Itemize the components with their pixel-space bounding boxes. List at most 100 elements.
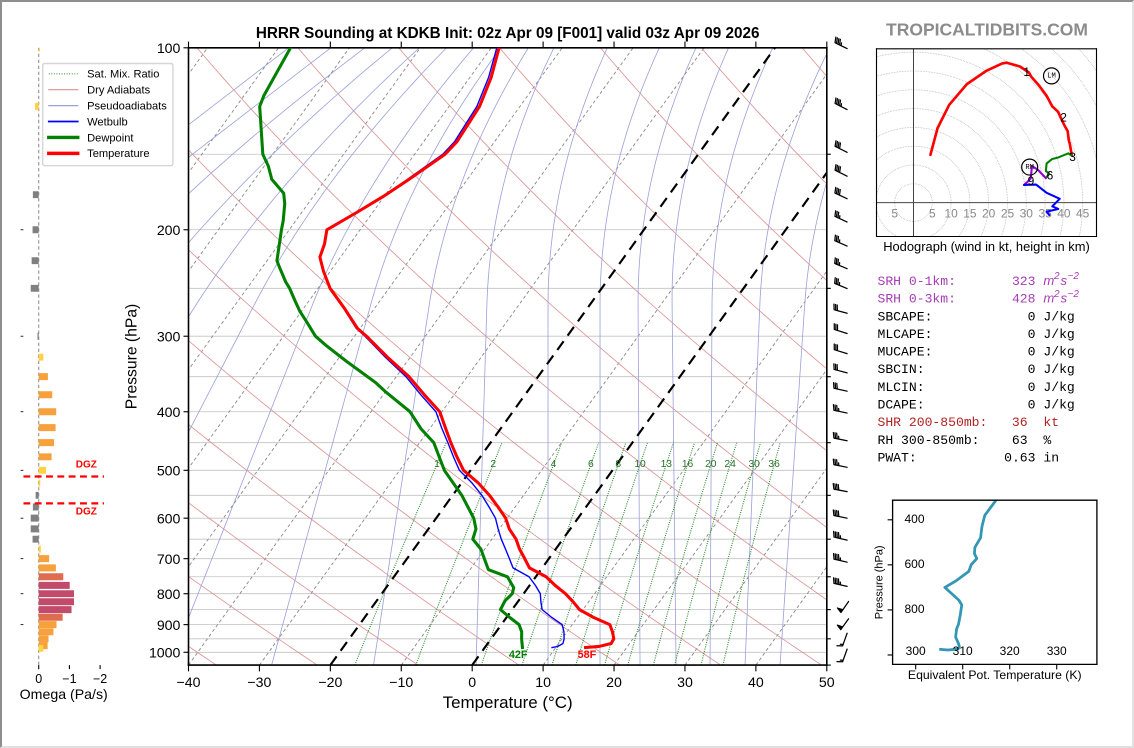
svg-text:323: 323 (1012, 274, 1036, 289)
svg-text:20: 20 (705, 459, 717, 470)
svg-text:600: 600 (157, 511, 181, 527)
svg-text:4: 4 (551, 459, 557, 470)
svg-text:Equivalent Pot. Temperature (K: Equivalent Pot. Temperature (K) (908, 668, 1082, 682)
svg-text:700: 700 (157, 552, 181, 568)
svg-text:SRH 0-1km:: SRH 0-1km: (878, 274, 956, 289)
svg-text:300: 300 (157, 329, 181, 345)
svg-text:800: 800 (904, 602, 924, 616)
svg-text:20: 20 (982, 207, 996, 221)
svg-text:36: 36 (768, 459, 780, 470)
svg-text:35: 35 (1038, 207, 1052, 221)
svg-text:m: m (1043, 273, 1054, 288)
svg-text:−2: −2 (1067, 289, 1079, 300)
svg-text:−2: −2 (93, 672, 107, 686)
svg-text:1: 1 (434, 459, 440, 470)
svg-text:−40: −40 (176, 675, 200, 691)
svg-text:m: m (1043, 291, 1054, 306)
svg-text:TROPICALTIDBITS.COM: TROPICALTIDBITS.COM (886, 20, 1088, 40)
svg-text:63: 63 (1012, 433, 1028, 448)
svg-text:310: 310 (953, 644, 973, 658)
svg-text:50: 50 (819, 675, 835, 691)
svg-text:40: 40 (748, 675, 764, 691)
svg-text:Dry Adiabats: Dry Adiabats (87, 85, 150, 97)
svg-text:SBCAPE:: SBCAPE: (878, 309, 933, 324)
svg-text:−30: −30 (247, 675, 271, 691)
svg-text:36: 36 (1012, 415, 1028, 430)
svg-text:Temperature: Temperature (87, 148, 149, 160)
svg-text:0.63: 0.63 (1004, 450, 1036, 465)
svg-text:15: 15 (963, 207, 977, 221)
svg-text:J/kg: J/kg (1043, 345, 1074, 360)
svg-text:500: 500 (157, 463, 181, 479)
svg-text:40: 40 (1057, 207, 1071, 221)
svg-text:10: 10 (535, 675, 551, 691)
svg-text:330: 330 (1047, 644, 1067, 658)
svg-text:13: 13 (661, 459, 673, 470)
svg-text:J/kg: J/kg (1043, 309, 1074, 324)
svg-text:9: 9 (1028, 174, 1035, 188)
svg-text:Pseudoadiabats: Pseudoadiabats (87, 100, 167, 112)
svg-text:2: 2 (1053, 289, 1060, 300)
svg-text:0: 0 (1028, 309, 1036, 324)
svg-text:Sat. Mix. Ratio: Sat. Mix. Ratio (87, 69, 159, 81)
svg-text:5: 5 (891, 207, 898, 221)
svg-text:J/kg: J/kg (1043, 362, 1074, 377)
svg-text:25: 25 (1001, 207, 1015, 221)
svg-text:2: 2 (1053, 271, 1060, 282)
svg-text:58F: 58F (578, 649, 597, 661)
svg-text:16: 16 (682, 459, 694, 470)
svg-text:SBCIN:: SBCIN: (878, 362, 925, 377)
svg-text:1000: 1000 (149, 645, 181, 661)
svg-text:J/kg: J/kg (1043, 327, 1074, 342)
svg-text:1: 1 (1023, 65, 1030, 79)
svg-text:DGZ: DGZ (76, 460, 97, 471)
svg-text:Pressure (hPa): Pressure (hPa) (124, 304, 141, 410)
svg-text:0: 0 (1028, 380, 1036, 395)
svg-text:J/kg: J/kg (1043, 398, 1074, 413)
svg-text:s: s (1061, 273, 1068, 288)
svg-text:0: 0 (35, 672, 42, 686)
svg-text:LM: LM (1047, 73, 1056, 81)
svg-text:kt: kt (1043, 415, 1059, 430)
svg-text:200: 200 (157, 223, 181, 239)
svg-text:MLCIN:: MLCIN: (878, 380, 925, 395)
svg-text:320: 320 (1000, 644, 1020, 658)
svg-text:Pressure (hPa): Pressure (hPa) (874, 545, 886, 619)
svg-text:Wetbulb: Wetbulb (87, 116, 128, 128)
svg-text:8: 8 (615, 459, 621, 470)
svg-text:45: 45 (1076, 207, 1090, 221)
svg-text:6: 6 (1047, 169, 1054, 183)
svg-text:10: 10 (944, 207, 958, 221)
svg-text:−2: −2 (1067, 271, 1079, 282)
svg-text:20: 20 (606, 675, 622, 691)
svg-text:MUCAPE:: MUCAPE: (878, 345, 933, 360)
svg-text:0: 0 (1028, 362, 1036, 377)
svg-text:Hodograph (wind in kt, height: Hodograph (wind in kt, height in km) (883, 239, 1090, 254)
svg-text:DCAPE:: DCAPE: (878, 398, 925, 413)
svg-text:3: 3 (1069, 150, 1076, 164)
svg-text:HRRR Sounding at KDKB Init: 02: HRRR Sounding at KDKB Init: 02z Apr 09 [… (256, 25, 760, 42)
svg-text:−1: −1 (62, 672, 76, 686)
svg-text:400: 400 (157, 405, 181, 421)
svg-text:0: 0 (1028, 327, 1036, 342)
svg-text:in: in (1043, 450, 1059, 465)
svg-text:Dewpoint: Dewpoint (87, 132, 133, 144)
svg-text:0: 0 (1028, 345, 1036, 360)
svg-text:%: % (1043, 433, 1051, 448)
svg-text:600: 600 (904, 557, 924, 571)
svg-text:SRH 0-3km:: SRH 0-3km: (878, 292, 956, 307)
svg-text:5: 5 (929, 207, 936, 221)
svg-text:30: 30 (748, 459, 760, 470)
svg-text:Temperature (°C): Temperature (°C) (443, 693, 573, 712)
svg-text:DGZ: DGZ (76, 507, 97, 518)
svg-text:MLCAPE:: MLCAPE: (878, 327, 933, 342)
svg-text:100: 100 (157, 41, 181, 57)
svg-text:0: 0 (1028, 398, 1036, 413)
svg-text:2: 2 (1060, 110, 1067, 124)
svg-text:6: 6 (588, 459, 594, 470)
svg-text:300: 300 (906, 644, 926, 658)
svg-text:s: s (1061, 291, 1068, 306)
svg-text:0: 0 (468, 675, 476, 691)
svg-text:PWAT:: PWAT: (878, 450, 917, 465)
svg-text:30: 30 (677, 675, 693, 691)
